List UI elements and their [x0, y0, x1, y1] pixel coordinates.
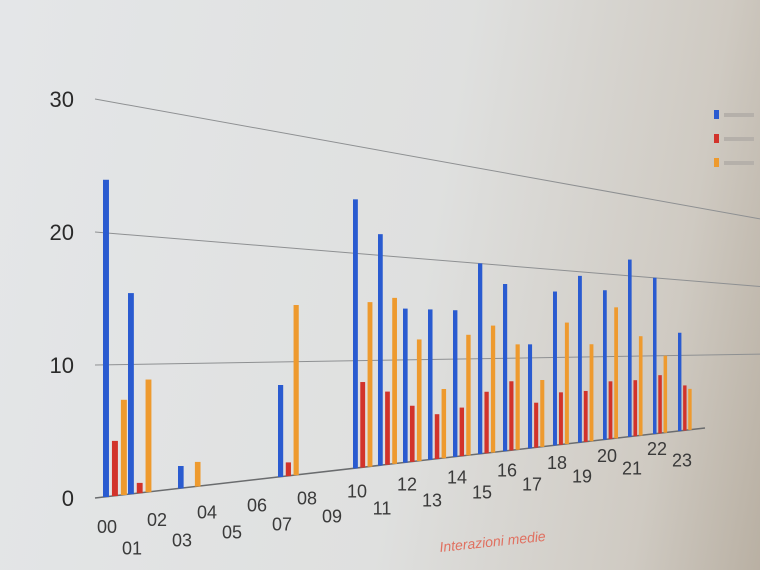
gridline-30 — [94, 98, 760, 220]
bar-03-series3 — [194, 461, 201, 487]
bar-13-series2 — [434, 414, 440, 460]
legend — [714, 110, 754, 167]
x-tick-label: 01 — [122, 539, 142, 559]
bar-21-series1 — [628, 259, 632, 437]
bar-18-series1 — [553, 291, 557, 446]
bar-12-series1 — [403, 308, 408, 463]
bar-10-series3 — [367, 302, 373, 467]
x-tick-label: 11 — [373, 499, 392, 519]
bar-20-series2 — [608, 381, 613, 440]
bar-19-series3 — [589, 344, 594, 442]
bar-22-series1 — [653, 277, 657, 434]
bar-22-series2 — [658, 375, 662, 434]
x-tick-label: 20 — [597, 446, 617, 466]
bar-18-series2 — [558, 392, 563, 445]
x-tick-label: 10 — [347, 482, 367, 502]
bar-15-series1 — [478, 263, 483, 455]
bar-03-series1 — [178, 466, 184, 489]
gridline-10 — [94, 353, 760, 366]
bar-16-series2 — [509, 381, 514, 451]
x-tick-label: 03 — [172, 531, 192, 551]
bar-17-series3 — [540, 380, 545, 447]
legend-swatch-3 — [714, 158, 719, 167]
bar-15-series2 — [484, 391, 489, 454]
bar-07-series1 — [278, 385, 284, 477]
bar-14-series3 — [466, 334, 471, 456]
x-tick-label: 12 — [397, 474, 417, 494]
bar-14-series1 — [453, 310, 458, 457]
y-tick-label: 20 — [50, 220, 74, 245]
bar-15-series3 — [490, 325, 496, 453]
bar-23-series1 — [678, 332, 682, 432]
x-tick-label: 17 — [522, 474, 542, 494]
bar-10-series1 — [353, 199, 358, 469]
bar-13-series3 — [441, 388, 447, 459]
x-tick-label: 13 — [422, 491, 442, 511]
bar-01-series2 — [136, 482, 143, 494]
bar-21-series3 — [638, 336, 643, 436]
y-tick-label: 30 — [50, 87, 74, 112]
bar-10-series2 — [360, 382, 366, 468]
x-tick-label: 08 — [297, 489, 317, 509]
bar-11-series2 — [385, 391, 390, 465]
bar-12-series3 — [416, 339, 422, 462]
bar-00-series1 — [103, 179, 109, 498]
bars-group — [103, 179, 692, 498]
bar-16-series1 — [503, 284, 508, 452]
x-axis-title: Interazioni medie — [439, 528, 547, 555]
x-tick-label: 06 — [247, 496, 267, 516]
x-tick-label: 19 — [572, 466, 592, 486]
x-tick-label: 05 — [222, 523, 242, 543]
x-tick-label: 02 — [147, 510, 167, 530]
bar-01-series3 — [145, 379, 152, 493]
bar-00-series3 — [120, 399, 127, 496]
bar-01-series1 — [128, 293, 134, 495]
bar-11-series3 — [392, 297, 397, 464]
legend-label-1 — [724, 113, 754, 117]
bar-23-series2 — [683, 385, 687, 431]
legend-swatch-2 — [714, 134, 719, 143]
y-tick-label: 10 — [50, 353, 74, 378]
bar-13-series1 — [428, 309, 433, 460]
bar-07-series3 — [293, 305, 299, 476]
bar-22-series3 — [663, 355, 668, 433]
bar-20-series3 — [614, 307, 618, 439]
bar-18-series3 — [564, 322, 569, 445]
bar-12-series2 — [409, 405, 415, 462]
bar-14-series2 — [459, 407, 465, 457]
x-tick-label: 04 — [197, 503, 217, 523]
x-tick-label: 14 — [447, 467, 467, 487]
x-tick-label: 09 — [322, 507, 342, 527]
bar-23-series3 — [688, 388, 692, 430]
y-tick-label: 0 — [62, 486, 74, 511]
bar-00-series2 — [111, 440, 118, 497]
legend-label-3 — [724, 161, 754, 165]
x-tick-label: 22 — [647, 439, 667, 459]
x-tick-label: 15 — [472, 482, 492, 502]
bar-17-series1 — [528, 344, 533, 449]
bar-17-series2 — [534, 402, 539, 448]
x-tick-label: 18 — [547, 453, 567, 473]
legend-label-2 — [724, 137, 754, 141]
y-axis-ticks: 0 10 20 30 — [50, 87, 74, 511]
bar-16-series3 — [515, 344, 520, 450]
x-tick-label: 16 — [497, 460, 517, 480]
bar-07-series2 — [285, 462, 291, 477]
bar-19-series1 — [578, 275, 582, 443]
legend-swatch-1 — [714, 110, 719, 119]
x-tick-label: 00 — [97, 517, 117, 537]
bar-20-series1 — [603, 290, 607, 440]
bar-11-series1 — [378, 234, 383, 466]
x-tick-label: 21 — [622, 458, 642, 478]
x-tick-label: 07 — [272, 515, 292, 535]
bar-19-series2 — [583, 390, 588, 442]
x-tick-label: 23 — [672, 450, 692, 470]
bar-21-series2 — [633, 380, 638, 437]
gridline-20 — [94, 231, 760, 288]
